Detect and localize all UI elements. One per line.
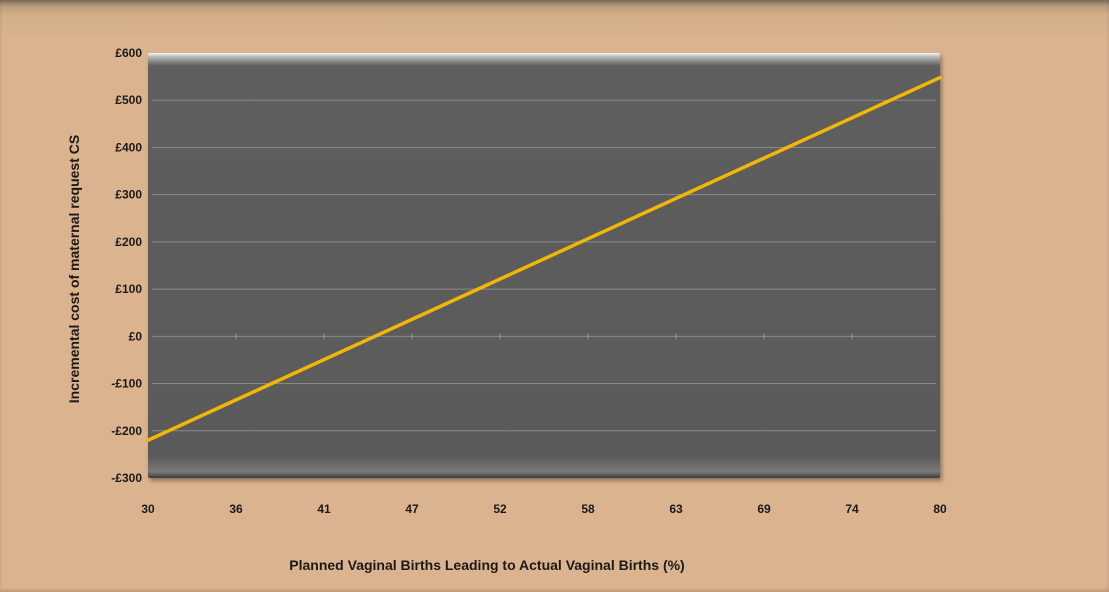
y-tick-labels: £600 £500 £400 £300 £200 £100 £0 -£100 -£200 -£30… (111, 46, 142, 485)
x-tick-label: 30 (141, 502, 155, 516)
x-tick-label: 47 (405, 502, 419, 516)
y-tick-label: £200 (115, 235, 142, 249)
x-tick-label: 63 (669, 502, 683, 516)
y-tick-label: -£200 (111, 424, 142, 438)
y-tick-label: £500 (115, 93, 142, 107)
x-tick-label: 58 (581, 502, 595, 516)
x-tick-label: 52 (493, 502, 507, 516)
y-axis-title: Incremental cost of maternal request CS (66, 135, 82, 403)
y-tick-label: -£100 (111, 377, 142, 391)
gridlines (152, 99, 936, 432)
series-layer (146, 75, 942, 442)
y-tick-label: £400 (115, 140, 142, 154)
x-tick-label: 36 (229, 502, 243, 516)
series-line (146, 75, 942, 442)
x-tick-marks (235, 333, 853, 340)
x-axis-title: Planned Vaginal Births Leading to Actual… (289, 557, 684, 573)
x-tick-label: 69 (757, 502, 771, 516)
y-tick-label: -£300 (111, 471, 142, 485)
x-tick-label: 41 (317, 502, 331, 516)
x-tick-labels: 30 36 41 47 52 58 63 69 74 80 (141, 502, 947, 516)
y-tick-label: £300 (115, 188, 142, 202)
x-tick-label: 74 (845, 502, 859, 516)
plot-area (148, 53, 940, 478)
y-tick-label: £0 (129, 329, 143, 343)
y-tick-label: £600 (115, 46, 142, 60)
x-tick-label: 80 (933, 502, 947, 516)
y-tick-label: £100 (115, 282, 142, 296)
